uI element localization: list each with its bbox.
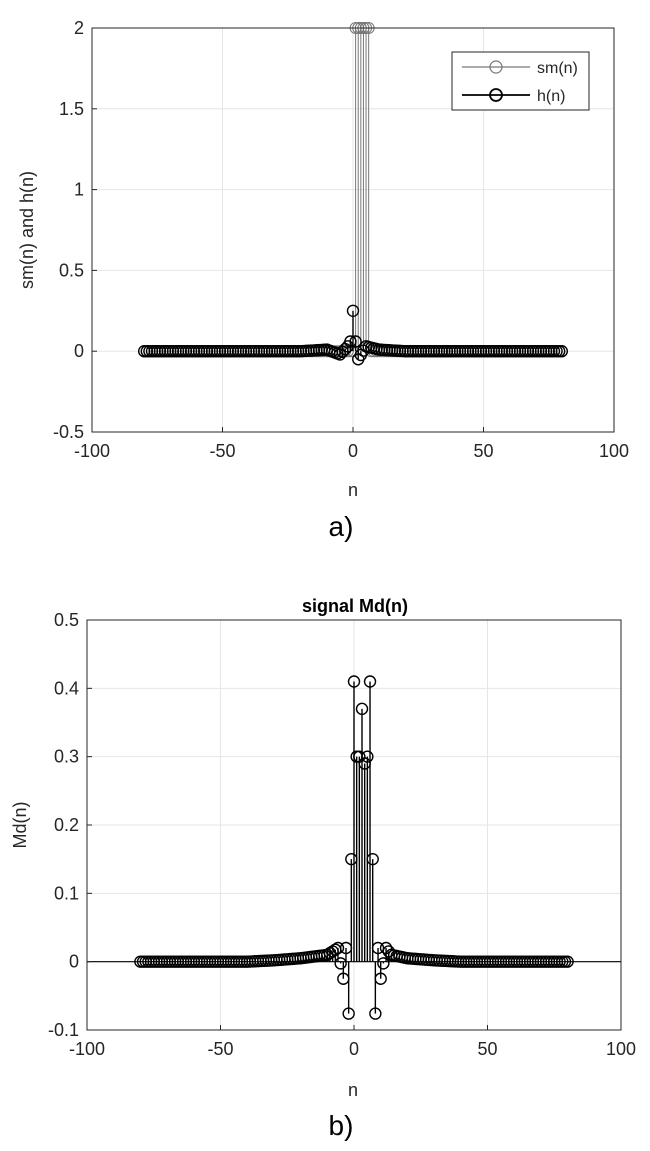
ticks-a: -100 -50 0 50 100 -0.5 0 0.5 1 1.5 2 [53,18,629,461]
xlabel-b: n [348,1080,358,1100]
y-tick-label: 0.4 [54,678,79,698]
y-tick-label: 2 [74,18,84,38]
stem-marker [377,957,390,970]
ylabel-a: sm(n) and h(n) [17,171,37,289]
stem-marker [374,972,387,985]
stem-marker [371,941,385,955]
stem-marker [342,1007,355,1020]
y-tick-label: 1 [74,180,84,200]
y-tick-label: -0.1 [48,1020,79,1040]
x-tick-label: 0 [349,1039,359,1059]
stem-marker [366,852,379,866]
caption-a: a) [329,511,354,542]
x-tick-label: -50 [207,1039,233,1059]
legend-label-h: h(n) [537,88,565,105]
title-b: signal Md(n) [302,596,408,616]
panel-b: signal Md(n) -100 -50 0 50 100 -0.1 0 0.1 0.2 0.3… [10,596,636,1141]
caption-b: b) [329,1110,354,1141]
stem-marker [331,941,345,955]
xlabel-a: n [348,480,358,500]
legend-box [451,51,590,111]
stem-marker [355,702,369,716]
stem-marker [363,675,377,688]
ylabel-b: Md(n) [10,801,30,848]
y-tick-label: 1.5 [59,99,84,119]
x-tick-label: 0 [348,441,358,461]
x-tick-label: 100 [599,441,629,461]
x-tick-label: -100 [74,441,110,461]
stem-marker [369,1007,382,1020]
legend-marker-h [489,88,503,102]
stem-marker [555,345,568,358]
y-tick-label: 0.3 [54,747,79,767]
stem-marker [347,675,361,688]
y-tick-label: 0.5 [59,260,84,280]
y-tick-label: 0.1 [54,883,79,903]
stem-marker [334,957,347,970]
y-tick-label: 0 [74,341,84,361]
legend-label-sm: sm(n) [537,60,578,77]
stem-marker [361,750,374,763]
y-tick-label: 0 [69,952,79,972]
stem-marker [349,335,362,348]
marks-b [87,675,621,1020]
x-tick-label: 100 [606,1039,636,1059]
x-tick-label: -100 [69,1039,105,1059]
stem-marker [561,955,574,968]
x-tick-label: 50 [473,441,493,461]
series-b-0 [134,675,574,1020]
stem-marker [346,304,360,317]
legend-a: sm(n) h(n) [451,51,590,111]
x-tick-label: -50 [209,441,235,461]
legend-marker-sm [489,60,503,74]
y-tick-label: 0.5 [54,610,79,630]
y-tick-label: 0.2 [54,815,79,835]
y-tick-label: -0.5 [53,422,84,442]
panel-a: -100 -50 0 50 100 -0.5 0 0.5 1 1.5 2 sm(n) h(n) sm… [17,18,629,542]
series-a-1 [137,304,568,366]
x-tick-label: 50 [477,1039,497,1059]
marks-a [137,22,568,366]
ticks-b: -100 -50 0 50 100 -0.1 0 0.1 0.2 0.3 0.4 0.5 [48,610,636,1059]
